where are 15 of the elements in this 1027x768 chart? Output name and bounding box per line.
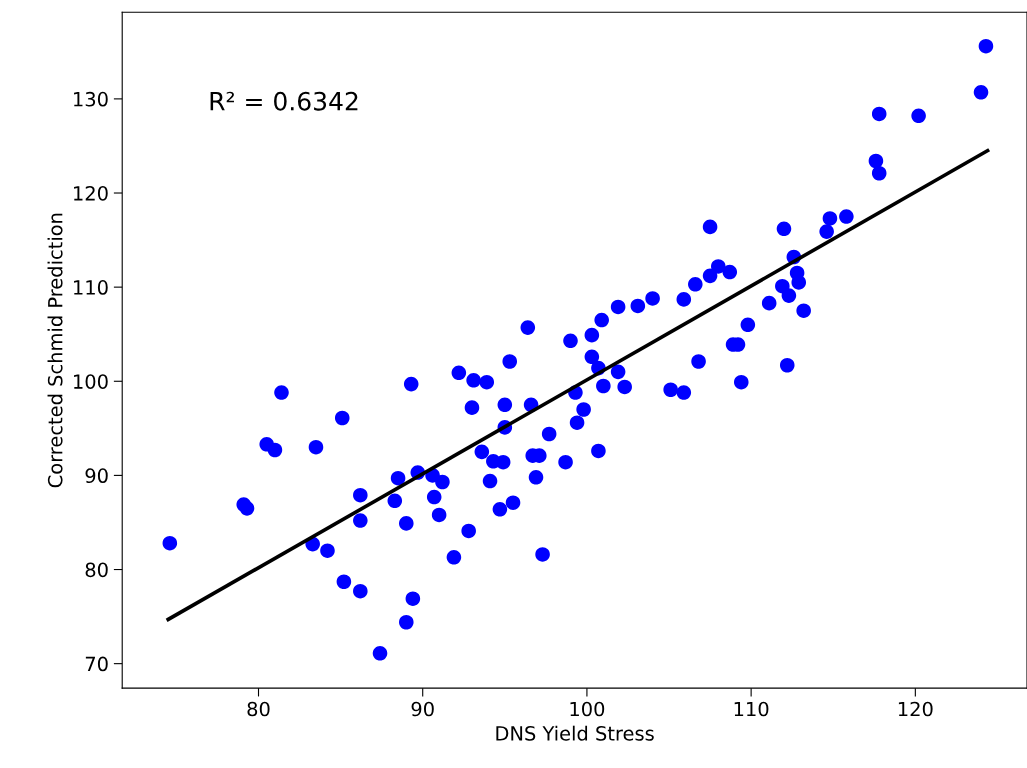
y-tick-label: 90	[85, 468, 108, 484]
x-axis-title: DNS Yield Stress	[496, 725, 654, 741]
y-tick-label: 70	[85, 656, 108, 672]
x-tick-label: 110	[734, 701, 769, 717]
x-tick-label: 100	[570, 701, 605, 717]
y-tick-label: 120	[74, 185, 108, 201]
y-tick-label: 100	[74, 374, 108, 389]
x-tick-label: 90	[411, 701, 434, 717]
x-tick-label: 80	[247, 701, 270, 717]
x-tick-label: 120	[898, 701, 933, 717]
annotation: R² = 0.6342	[210, 91, 358, 111]
y-axis-title: Corrected Schmid Prediction	[47, 213, 63, 488]
y-tick-label: 130	[74, 91, 108, 107]
y-tick-label: 110	[74, 280, 108, 295]
y-tick-label: 80	[85, 562, 108, 578]
